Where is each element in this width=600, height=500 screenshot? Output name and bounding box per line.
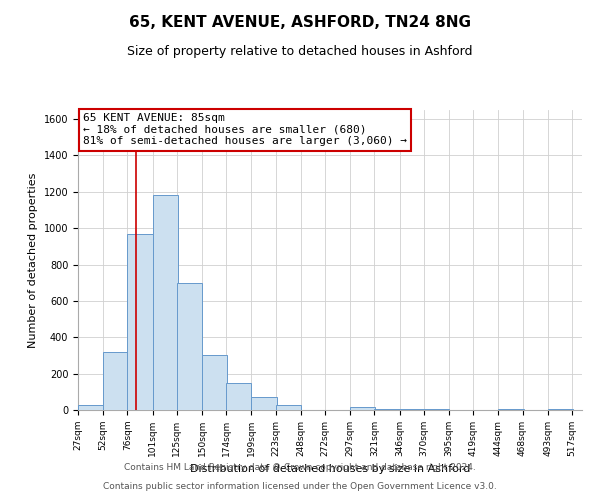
Bar — [499, 409, 524, 410]
Text: Contains public sector information licensed under the Open Government Licence v3: Contains public sector information licen… — [103, 482, 497, 491]
Bar — [424, 409, 449, 410]
Text: 65, KENT AVENUE, ASHFORD, TN24 8NG: 65, KENT AVENUE, ASHFORD, TN24 8NG — [129, 15, 471, 30]
Bar — [548, 409, 573, 410]
Bar — [78, 406, 103, 410]
Text: 65 KENT AVENUE: 85sqm
← 18% of detached houses are smaller (680)
81% of semi-det: 65 KENT AVENUE: 85sqm ← 18% of detached … — [83, 113, 407, 146]
X-axis label: Distribution of detached houses by size in Ashford: Distribution of detached houses by size … — [190, 464, 470, 474]
Bar — [251, 398, 277, 410]
Bar — [127, 234, 152, 410]
Text: Size of property relative to detached houses in Ashford: Size of property relative to detached ho… — [127, 45, 473, 58]
Bar — [400, 409, 425, 410]
Text: Contains HM Land Registry data © Crown copyright and database right 2024.: Contains HM Land Registry data © Crown c… — [124, 464, 476, 472]
Y-axis label: Number of detached properties: Number of detached properties — [28, 172, 38, 348]
Bar — [202, 354, 227, 410]
Bar — [275, 406, 301, 410]
Bar — [374, 409, 400, 410]
Bar — [226, 382, 251, 410]
Bar — [350, 408, 376, 410]
Bar — [152, 194, 178, 410]
Bar — [103, 352, 128, 410]
Bar — [177, 282, 202, 410]
